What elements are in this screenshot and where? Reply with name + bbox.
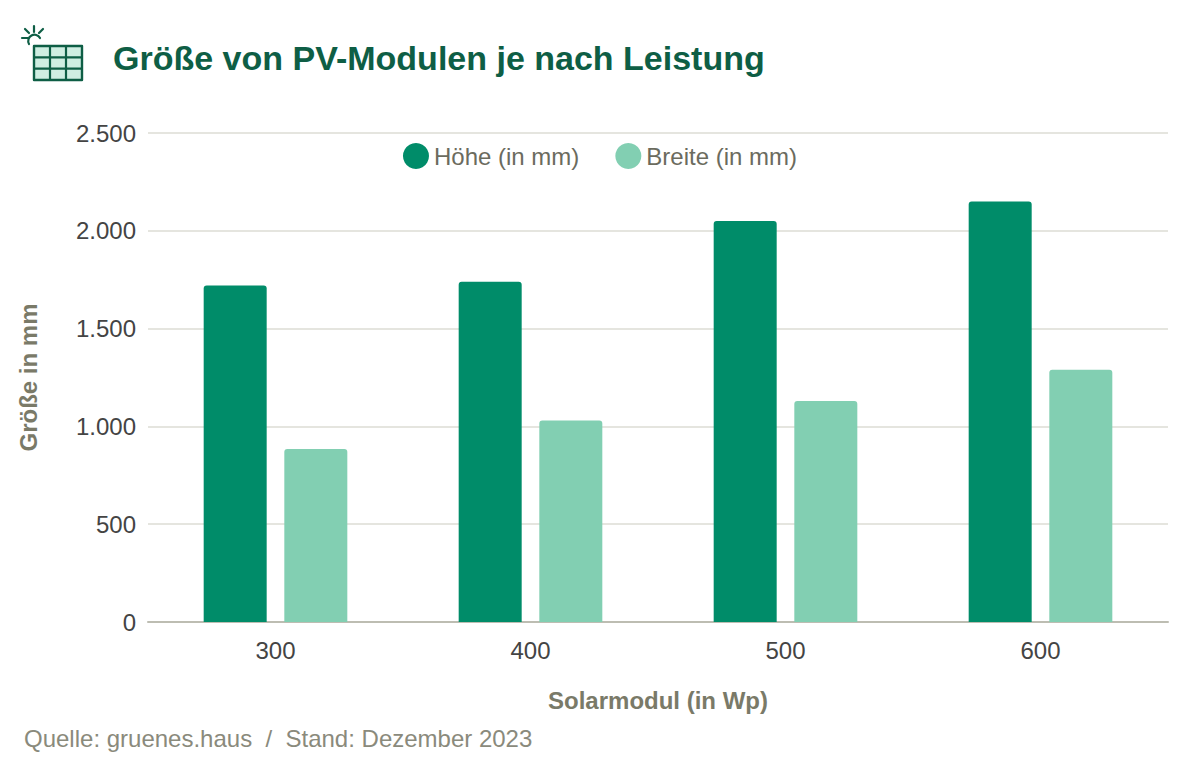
svg-text:2.500: 2.500 [76,120,136,147]
svg-text:Solarmodul (in Wp): Solarmodul (in Wp) [548,687,768,714]
svg-text:500: 500 [96,511,136,538]
svg-text:Breite (in mm): Breite (in mm) [646,143,797,170]
svg-text:400: 400 [510,637,550,664]
svg-text:600: 600 [1020,637,1060,664]
svg-text:1.000: 1.000 [76,413,136,440]
svg-text:Größe von PV-Modulen je nach L: Größe von PV-Modulen je nach Leistung [113,39,765,77]
svg-text:2.000: 2.000 [76,217,136,244]
svg-text:Größe in mm: Größe in mm [15,303,42,451]
svg-text:500: 500 [765,637,805,664]
svg-text:Höhe (in mm): Höhe (in mm) [434,143,579,170]
svg-text:0: 0 [123,609,136,636]
svg-text:300: 300 [255,637,295,664]
svg-text:1.500: 1.500 [76,315,136,342]
svg-text:Quelle: gruenes.haus / Stand: Quelle: gruenes.haus / Stand: Dezember 2… [24,725,532,752]
